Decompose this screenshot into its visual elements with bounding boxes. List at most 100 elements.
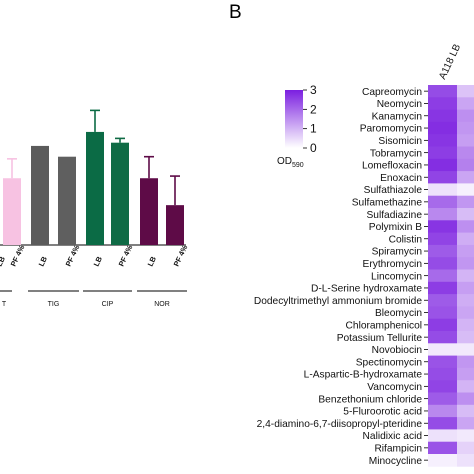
heatmap-cell: [457, 97, 474, 110]
heatmap-cell: [457, 454, 474, 467]
heatmap-row-label: 5-Fluroorotic acid: [343, 407, 422, 418]
heatmap-cell: [428, 121, 457, 135]
bar-category-label: LB: [92, 254, 105, 267]
group-label: CIP: [102, 301, 114, 308]
heatmap-cell: [428, 454, 457, 467]
heatmap-cell: [457, 343, 474, 356]
heatmap-row-label: Chloramphenicol: [346, 320, 422, 331]
bar: [31, 145, 49, 245]
heatmap-column-label: A118 LB: [437, 42, 463, 81]
heatmap-cell: [428, 355, 457, 369]
heatmap-cell: [457, 404, 474, 418]
heatmap-row-label: Colistin: [389, 234, 422, 245]
heatmap-cell: [457, 195, 474, 209]
heatmap-cell: [457, 441, 474, 455]
heatmap-cell: [457, 208, 474, 221]
heatmap-row-label: Sulfadiazine: [366, 210, 422, 221]
heatmap-cell: [457, 146, 474, 160]
bar: [111, 142, 129, 245]
heatmap-cell: [428, 441, 457, 455]
heatmap-row-label: Spiramycin: [372, 247, 422, 258]
heatmap: CapreomycinNeomycinKanamycinParomomycinS…: [254, 42, 474, 467]
heatmap-row-label: Sisomicin: [378, 136, 422, 147]
heatmap-cell: [428, 380, 457, 393]
heatmap-cell: [457, 85, 474, 98]
heatmap-row-label: 2,4-diamino-6,7-diisopropyl-pteridine: [257, 419, 423, 430]
heatmap-cell: [428, 208, 457, 221]
heatmap-cell: [457, 355, 474, 369]
heatmap-cell: [428, 146, 457, 160]
bar: [166, 205, 184, 245]
heatmap-cell: [428, 220, 457, 233]
colorbar-title: OD590: [277, 156, 304, 169]
heatmap-cell: [428, 257, 457, 270]
heatmap-cell: [457, 281, 474, 295]
heatmap-cell: [428, 281, 457, 295]
heatmap-cell: [457, 380, 474, 393]
heatmap-cell: [457, 306, 474, 320]
heatmap-cell: [457, 171, 474, 184]
heatmap-row-label: Kanamycin: [372, 111, 422, 122]
heatmap-row-label: Enoxacin: [380, 173, 422, 184]
group-label: T: [2, 301, 7, 308]
heatmap-cell: [457, 318, 474, 332]
heatmap-row-label: Polymixin B: [369, 222, 422, 233]
heatmap-cell: [457, 158, 474, 172]
bar: [58, 156, 76, 245]
heatmap-row-label: Minocycline: [369, 456, 423, 467]
heatmap-cell: [457, 121, 474, 135]
bar-chart: LB PF 4% LB PF 4% LB PF 4% LB PF 4%T TIG CIP NOR: [0, 109, 190, 308]
group-label: TIG: [48, 301, 60, 308]
heatmap-row-label: Bleomycin: [375, 308, 422, 319]
heatmap-row-label: D-L-Serine hydroxamate: [311, 284, 422, 295]
heatmap-cell: [457, 429, 474, 443]
heatmap-cell: [457, 134, 474, 147]
bar-category-label: LB: [146, 254, 159, 267]
heatmap-cell: [457, 109, 474, 123]
group-label: NOR: [154, 301, 170, 308]
heatmap-row-label: Benzethonium chloride: [318, 394, 422, 405]
heatmap-cell: [457, 220, 474, 233]
heatmap-cell: [457, 257, 474, 270]
heatmap-cell: [428, 429, 457, 443]
heatmap-row-label: Sulfathiazole: [364, 185, 423, 196]
heatmap-row-label: Lincomycin: [371, 271, 422, 282]
heatmap-row-label: Neomycin: [377, 99, 422, 110]
bar: [140, 178, 158, 245]
heatmap-cell: [428, 134, 457, 147]
heatmap-cell: [428, 195, 457, 209]
bar-category-label: PF 4%: [9, 243, 27, 268]
heatmap-cell: [428, 244, 457, 258]
heatmap-row-label: Vancomycin: [367, 382, 422, 393]
heatmap-cell: [428, 97, 457, 110]
colorbar-tick-label: 2: [310, 102, 317, 116]
heatmap-cell: [428, 417, 457, 430]
bar: [3, 178, 21, 245]
bar: [86, 131, 104, 245]
heatmap-cell: [428, 269, 457, 283]
heatmap-cell: [428, 171, 457, 184]
heatmap-cell: [428, 331, 457, 344]
heatmap-cell: [428, 158, 457, 172]
heatmap-row-label: Rifampicin: [374, 443, 422, 454]
heatmap-cell: [457, 392, 474, 406]
colorbar-tick-label: 0: [310, 141, 317, 155]
heatmap-cell: [457, 269, 474, 283]
heatmap-cell: [457, 232, 474, 246]
heatmap-cell: [428, 183, 457, 197]
heatmap-cell: [428, 343, 457, 356]
bar-category-label: PF 4%: [172, 243, 190, 268]
heatmap-cell: [457, 294, 474, 307]
heatmap-row-label: Spectinomycin: [356, 357, 422, 368]
heatmap-row-label: L-Aspartic-B-hydroxamate: [304, 370, 423, 381]
heatmap-row-label: Potassium Tellurite: [337, 333, 423, 344]
heatmap-cell: [428, 367, 457, 381]
heatmap-row-label: Dodecyltrimethyl ammonium bromide: [254, 296, 422, 307]
heatmap-cell: [428, 85, 457, 98]
heatmap-row-label: Novobiocin: [372, 345, 422, 356]
heatmap-row-label: Nalidixic acid: [363, 431, 423, 442]
heatmap-cell: [457, 417, 474, 430]
heatmap-cell: [428, 109, 457, 123]
bar-category-label: PF 4%: [117, 243, 135, 268]
